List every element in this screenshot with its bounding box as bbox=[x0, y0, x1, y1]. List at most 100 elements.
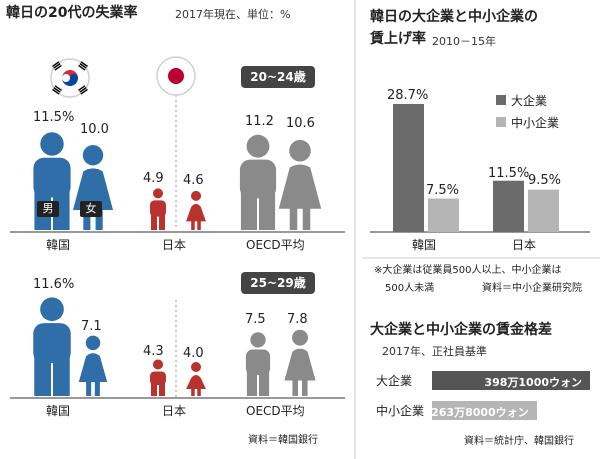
person-r1-2-female-leg-left bbox=[289, 206, 298, 230]
legend-label-large: 大企業 bbox=[511, 94, 548, 108]
unemployment-source: 資料＝韓国銀行 bbox=[248, 435, 318, 446]
person-r2-2-female-leg-right bbox=[302, 379, 308, 396]
korea-flag-trigram bbox=[53, 87, 61, 93]
wage-gap-bar-sme: 263万8000ウォン bbox=[431, 401, 537, 420]
person-r2-0-male-head bbox=[40, 297, 64, 322]
value-oecd-female-20-24: 10.6 bbox=[286, 116, 315, 131]
value-kr-female-25-29: 7.1 bbox=[81, 319, 102, 334]
value-jp-female-25-29: 4.0 bbox=[183, 346, 204, 361]
person-r1-2-male-leg-right bbox=[259, 191, 276, 230]
country-label-oecd-2: OECD平均 bbox=[246, 404, 305, 418]
wage-growth-source: 資料＝中小企業研究院 bbox=[482, 283, 582, 294]
person-r2-2-female-leg-left bbox=[292, 379, 298, 396]
wage-gap-value-sme: 263万8000ウォン bbox=[431, 406, 529, 419]
wage-gap-source: 資料＝統計庁、韓国銀行 bbox=[464, 436, 574, 447]
korea-flag-trigram bbox=[54, 85, 62, 91]
person-r1-2-male-torso bbox=[239, 159, 277, 199]
wage-growth-title: 韓日の大企業と中小企業の bbox=[370, 9, 538, 25]
value-oecd-male-20-24: 11.2 bbox=[245, 114, 274, 129]
korea-flag-trigram bbox=[80, 88, 88, 95]
country-label-kr-1: 韓国 bbox=[46, 238, 71, 252]
gender-label-male: 男 bbox=[37, 201, 59, 217]
person-r2-0-male-torso bbox=[33, 323, 71, 364]
korea-flag-trigram bbox=[52, 61, 60, 67]
wage-growth-category-kr: 韓国 bbox=[412, 238, 437, 252]
korea-flag-trigram bbox=[79, 87, 87, 93]
korea-flag-trigram bbox=[80, 61, 88, 67]
wage-growth-note-2: 500人未満 bbox=[385, 283, 435, 294]
person-r2-1-female-dress bbox=[186, 375, 206, 389]
value-kr-male-20-24: 11.5% bbox=[33, 110, 75, 125]
person-r1-2-male-head bbox=[246, 134, 270, 158]
person-r2-1-female-leg-left bbox=[191, 388, 195, 396]
person-r1-1-female-leg-left bbox=[191, 220, 195, 230]
person-r1-0-female-leg-left bbox=[83, 208, 91, 230]
person-r2-0-female-head bbox=[85, 335, 101, 351]
value-oecd-male-25-29: 7.5 bbox=[245, 312, 266, 327]
person-r2-1-male-torso bbox=[150, 371, 166, 385]
wage-growth-category-jp: 日本 bbox=[512, 238, 537, 252]
person-r2-2-male-torso bbox=[245, 349, 271, 376]
wage-growth-bar-1-0 bbox=[493, 180, 524, 232]
wage-gap-subtitle: 2017年、正社員基準 bbox=[382, 345, 487, 358]
person-r2-0-female-dress bbox=[78, 353, 108, 382]
gender-label-female: 女 bbox=[80, 201, 102, 217]
wage-gap-label-sme: 中小企業 bbox=[376, 404, 425, 418]
person-r2-2-male-leg-right bbox=[259, 370, 270, 396]
value-jp-sme: 9.5% bbox=[528, 173, 562, 188]
person-r1-2-female-head bbox=[289, 139, 311, 162]
person-r1-0-female-head bbox=[82, 145, 104, 166]
wage-growth-bar-1-1 bbox=[528, 189, 559, 232]
japan-flag-disc bbox=[168, 68, 184, 84]
value-jp-male-20-24: 4.9 bbox=[143, 171, 164, 186]
korea-flag-trigram bbox=[78, 85, 86, 91]
person-r2-0-female-leg-right bbox=[94, 380, 100, 396]
person-r1-1-male-torso bbox=[150, 200, 166, 217]
person-r1-1-male-leg-left bbox=[151, 213, 157, 230]
country-label-jp-2: 日本 bbox=[162, 404, 187, 418]
wage-growth-title-2: 賃上げ率 bbox=[370, 31, 426, 47]
person-r1-0-male-head bbox=[40, 132, 64, 156]
person-r1-1-male-head bbox=[153, 188, 163, 199]
person-r1-2-female-leg-right bbox=[302, 206, 311, 230]
legend-label-sme: 中小企業 bbox=[511, 116, 560, 130]
value-jp-female-20-24: 4.6 bbox=[183, 173, 204, 188]
wage-growth-subtitle: 2010－15年 bbox=[432, 35, 496, 48]
wage-gap-value-large: 398万1000ウォン bbox=[484, 376, 582, 389]
wage-growth-note: ※大企業は従業員500人以上、中小企業は bbox=[374, 265, 562, 276]
country-label-oecd-1: OECD平均 bbox=[246, 238, 305, 252]
value-kr-large: 28.7% bbox=[387, 88, 429, 103]
person-r2-0-female-leg-left bbox=[86, 380, 92, 396]
value-kr-male-25-29: 11.6% bbox=[33, 277, 75, 292]
korea-flag-trigram bbox=[52, 88, 60, 95]
person-r2-1-female-leg-right bbox=[197, 388, 201, 396]
unemployment-title: 韓日の20代の失業率 bbox=[6, 5, 138, 21]
person-r2-1-male-leg-left bbox=[151, 382, 157, 396]
person-r2-2-female-head bbox=[292, 329, 308, 346]
country-label-kr-2: 韓国 bbox=[46, 404, 71, 418]
person-r1-1-female-dress bbox=[186, 203, 206, 222]
wage-gap-bar-large: 398万1000ウォン bbox=[432, 371, 590, 390]
legend-swatch-large bbox=[496, 95, 506, 105]
person-r1-0-female-leg-right bbox=[95, 208, 103, 230]
value-jp-male-25-29: 4.3 bbox=[143, 344, 164, 359]
person-r2-1-female-head bbox=[191, 362, 201, 372]
value-oecd-female-25-29: 7.8 bbox=[287, 312, 308, 327]
person-r2-2-female-dress bbox=[284, 348, 316, 381]
wage-gap-label-large: 大企業 bbox=[376, 374, 413, 388]
age-group-label-25-29: 25~29歳 bbox=[241, 272, 315, 294]
person-r1-1-female-leg-right bbox=[197, 220, 201, 230]
korea-flag-trigram bbox=[79, 63, 87, 69]
person-r2-2-male-leg-left bbox=[246, 370, 257, 396]
person-r1-1-male-leg-right bbox=[159, 213, 165, 230]
person-r2-1-male-leg-right bbox=[159, 382, 165, 396]
age-group-label-20-24: 20~24歳 bbox=[241, 66, 315, 88]
person-r2-0-male-leg-left bbox=[34, 355, 51, 396]
value-kr-sme: 7.5% bbox=[426, 183, 460, 198]
person-r1-0-male-torso bbox=[33, 157, 71, 198]
person-r1-0-male-leg-right bbox=[53, 190, 70, 230]
person-r2-0-male-leg-right bbox=[53, 355, 70, 396]
country-label-jp-1: 日本 bbox=[162, 238, 187, 252]
